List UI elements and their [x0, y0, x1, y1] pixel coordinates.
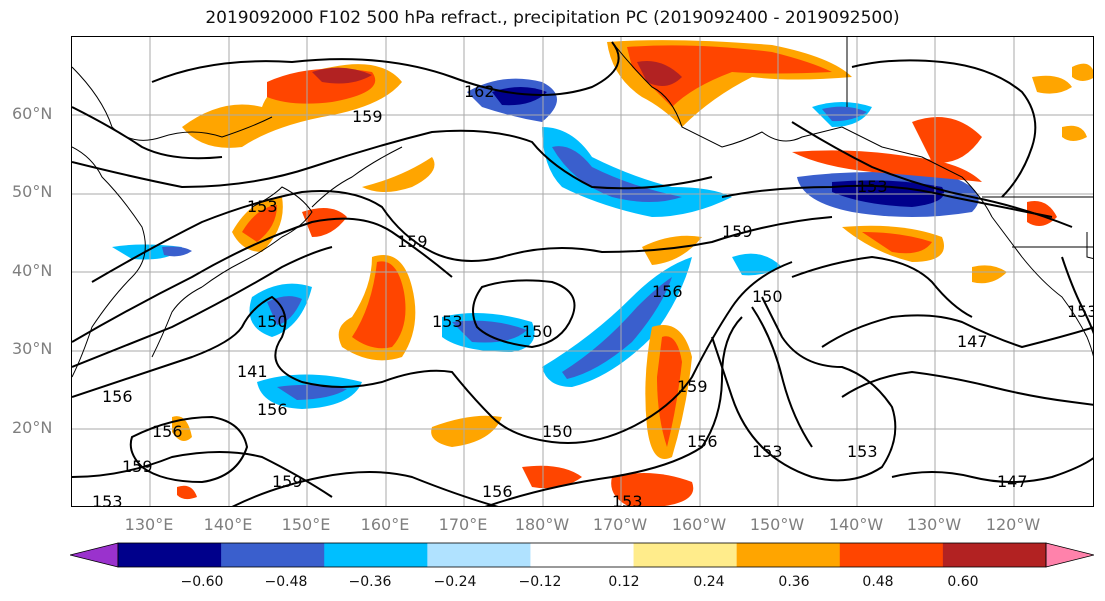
- colorbar-segment: [118, 543, 222, 567]
- lat-label-50n: 50°N: [12, 182, 53, 201]
- lon-label-130w: 130°W: [906, 515, 962, 534]
- contour-label: 156: [652, 282, 683, 301]
- lat-label-20n: 20°N: [12, 418, 53, 437]
- lon-label-120w: 120°W: [985, 515, 1041, 534]
- lon-label-140w: 140°W: [828, 515, 884, 534]
- contour-label: 156: [482, 482, 513, 501]
- colorbar-segments: [70, 542, 1094, 568]
- colorbar-segment: [324, 543, 428, 567]
- contour-label: 162: [464, 82, 495, 101]
- contour-label: 150: [522, 322, 553, 341]
- colorbar-frame: [117, 542, 1047, 568]
- colorbar-tick: 0.60: [947, 574, 979, 590]
- contour-label: 153: [612, 492, 643, 507]
- colorbar: [70, 542, 1094, 568]
- colorbar-tick: −0.60: [180, 574, 224, 590]
- lat-label-60n: 60°N: [12, 104, 53, 123]
- contour-label: 153: [92, 492, 123, 507]
- map-canvas: 162 159 153 159 153 150 150 159 156 150 …: [72, 37, 1094, 507]
- contour-label: 147: [957, 332, 988, 351]
- contour-label: 159: [677, 377, 708, 396]
- contour-label: 150: [542, 422, 573, 441]
- colorbar-segment: [942, 543, 1047, 567]
- colorbar-segment: [736, 543, 841, 567]
- contour-label: 153: [857, 177, 888, 196]
- colorbar-tick: 0.24: [693, 574, 725, 590]
- colorbar-tick: −0.12: [518, 574, 562, 590]
- lon-label-170e: 170°E: [438, 515, 488, 534]
- contour-label: 147: [997, 472, 1028, 491]
- contour-label: 159: [272, 472, 303, 491]
- contour-label: 153: [247, 197, 278, 216]
- contour-label: 159: [352, 107, 383, 126]
- colorbar-tick: −0.36: [348, 574, 392, 590]
- contour-label: 141: [237, 362, 268, 381]
- colorbar-tick: −0.48: [264, 574, 308, 590]
- contour-label: 150: [752, 287, 783, 306]
- contour-label: 153: [847, 442, 878, 461]
- lon-label-180w: 180°W: [514, 515, 570, 534]
- lon-label-170w: 170°W: [592, 515, 648, 534]
- graticule: [72, 37, 1093, 506]
- colorbar-tick: −0.24: [433, 574, 477, 590]
- lat-label-40n: 40°N: [12, 261, 53, 280]
- colorbar-tick: 0.48: [862, 574, 894, 590]
- lon-label-150w: 150°W: [749, 515, 805, 534]
- lon-label-160w: 160°W: [671, 515, 727, 534]
- lat-label-30n: 30°N: [12, 339, 53, 358]
- contour-label: 150: [257, 312, 288, 331]
- contour-label: 156: [257, 400, 288, 419]
- contour-labels: 162 159 153 159 153 150 150 159 156 150 …: [92, 82, 1094, 507]
- colorbar-segment: [427, 543, 531, 567]
- contour-label: 153: [432, 312, 463, 331]
- coastlines: [72, 37, 1093, 378]
- contour-label: 156: [687, 432, 718, 451]
- colorbar-extend-low: [70, 542, 119, 568]
- contour-lines: [72, 41, 1093, 506]
- map-panel: 162 159 153 159 153 150 150 159 156 150 …: [71, 36, 1094, 507]
- contour-label: 159: [397, 232, 428, 251]
- lon-label-130e: 130°E: [124, 515, 174, 534]
- lon-label-140e: 140°E: [203, 515, 253, 534]
- contour-label: 159: [722, 222, 753, 241]
- precipitation-shading: [112, 40, 1093, 506]
- map-title: 2019092000 F102 500 hPa refract., precip…: [205, 8, 900, 28]
- colorbar-segment: [633, 543, 738, 567]
- colorbar-segment: [221, 543, 325, 567]
- colorbar-tick: 0.36: [778, 574, 810, 590]
- contour-label: 153: [752, 442, 783, 461]
- contour-label: 159: [122, 457, 153, 476]
- lon-label-160e: 160°E: [360, 515, 410, 534]
- colorbar-segment: [839, 543, 944, 567]
- colorbar-extend-high: [1045, 542, 1094, 568]
- colorbar-tick: 0.12: [608, 574, 640, 590]
- colorbar-segment: [530, 543, 635, 567]
- contour-label: 153: [1067, 302, 1094, 321]
- contour-label: 156: [152, 422, 183, 441]
- contour-label: 156: [102, 387, 133, 406]
- lon-label-150e: 150°E: [281, 515, 331, 534]
